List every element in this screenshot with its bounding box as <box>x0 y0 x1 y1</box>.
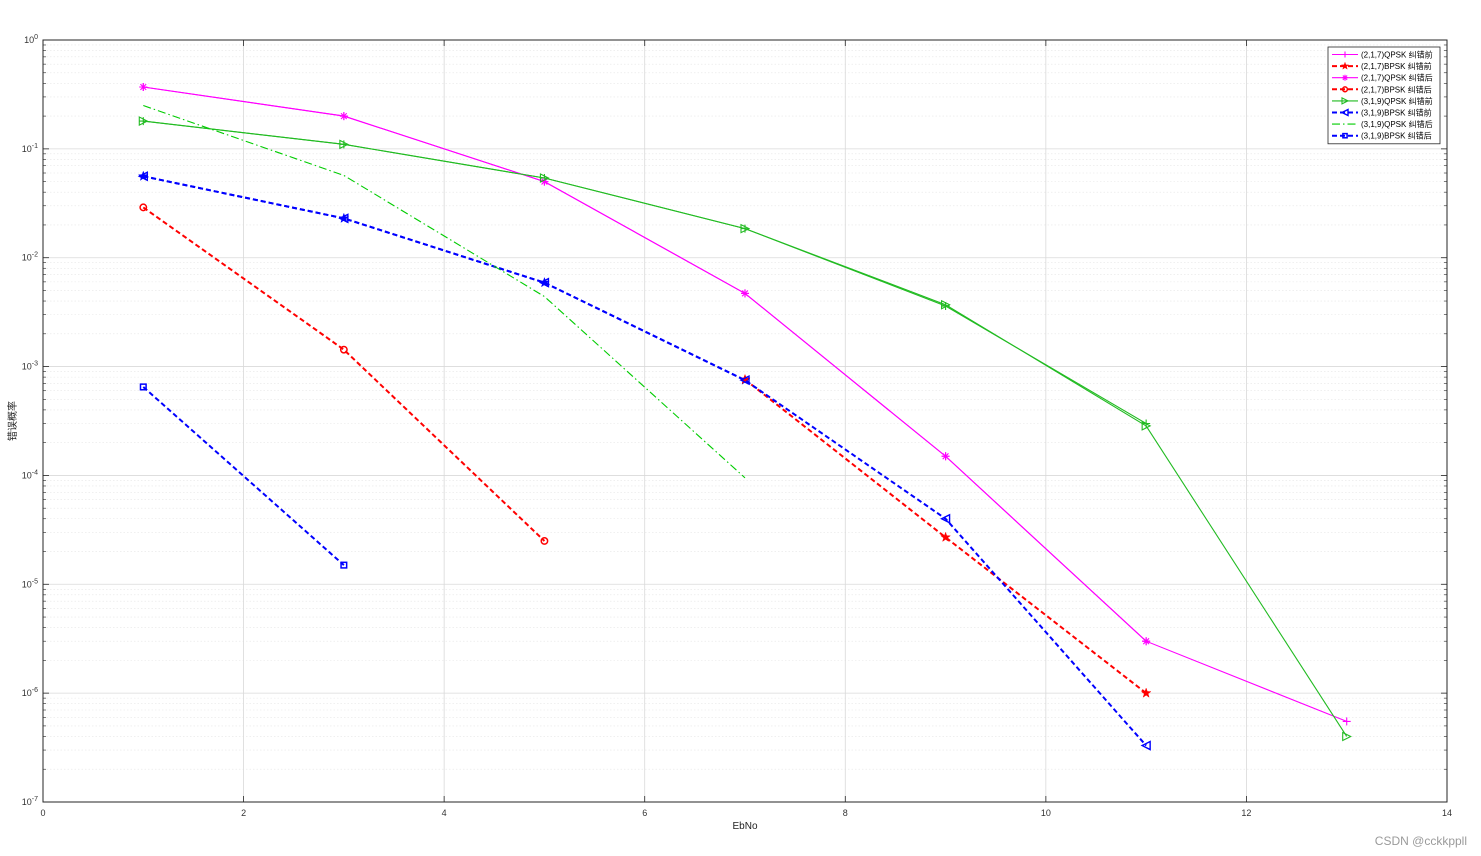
data-series <box>138 116 1352 742</box>
legend-label: (3,1,9)QPSK 纠错后 <box>1361 119 1433 129</box>
y-tick-label: 10-7 <box>22 796 38 807</box>
legend-label: (2,1,7)QPSK 纠错前 <box>1361 50 1433 60</box>
y-tick-label: 10-2 <box>22 252 38 263</box>
data-point-star <box>1340 61 1350 70</box>
y-tick-label: 10-6 <box>22 687 38 698</box>
y-axis: 100 10-1 10-2 10-3 10-4 10-5 10-6 10-7 <box>22 34 1447 807</box>
series-line <box>143 120 1348 737</box>
legend-label: (2,1,7)BPSK 纠错后 <box>1361 84 1432 94</box>
data-point-triangle-right <box>539 173 550 183</box>
data-point-asterisk <box>1142 637 1151 646</box>
y-tick-label: 10-4 <box>22 469 38 480</box>
data-point-star <box>940 531 952 542</box>
data-point-asterisk <box>540 177 549 186</box>
series-line <box>143 86 1147 642</box>
x-axis-title: EbNo <box>732 821 757 832</box>
data-point-circle <box>540 537 549 545</box>
data-series <box>139 203 549 545</box>
data-point-plus <box>1342 51 1348 58</box>
data-series <box>137 171 1151 751</box>
y-tick-label: 10-1 <box>22 143 38 154</box>
x-tick-label: 4 <box>442 808 447 818</box>
data-point-triangle-right <box>1341 97 1350 105</box>
series-layer <box>137 83 1352 751</box>
data-series <box>739 373 1152 698</box>
data-point-triangle-left <box>338 213 349 224</box>
data-point-star <box>1140 687 1152 698</box>
y-tick-label: 10-3 <box>22 361 38 372</box>
legend-label: (2,1,7)BPSK 纠错前 <box>1361 61 1432 71</box>
series-line <box>143 105 746 479</box>
data-point-triangle-right <box>138 116 149 126</box>
legend-label: (3,1,9)QPSK 纠错前 <box>1361 96 1433 106</box>
x-tick-label: 6 <box>642 808 647 818</box>
data-point-triangle-right <box>941 299 951 310</box>
x-tick-label: 10 <box>1041 808 1051 818</box>
data-point-triangle-right <box>339 139 350 150</box>
data-point-circle <box>1341 86 1349 93</box>
data-series <box>139 83 1151 646</box>
series-line <box>142 386 345 566</box>
data-point-triangle-left <box>739 375 750 386</box>
data-point-square <box>340 561 348 569</box>
y-tick-label: 10-5 <box>22 578 38 589</box>
data-point-asterisk <box>741 289 749 298</box>
data-point-triangle-right <box>1342 731 1352 742</box>
x-tick-label: 14 <box>1442 808 1452 818</box>
data-point-square <box>1342 132 1348 139</box>
data-point-triangle-left <box>538 277 550 288</box>
y-axis-title: 错误概率 <box>6 401 19 441</box>
legend-label: (3,1,9)BPSK 纠错前 <box>1361 108 1432 118</box>
data-point-asterisk <box>139 83 148 92</box>
plot-background <box>43 40 1447 802</box>
watermark-text: CSDN @cckkppll <box>1374 834 1467 848</box>
series-line <box>142 206 546 542</box>
data-series <box>139 383 348 569</box>
data-point-triangle-left <box>1140 740 1151 751</box>
data-series <box>143 105 746 479</box>
data-point-circle <box>339 345 348 354</box>
data-point-triangle-right <box>1141 421 1152 431</box>
y-tick-label: 100 <box>24 34 38 45</box>
plot-frame <box>42 39 1448 803</box>
data-point-triangle-left <box>1340 108 1349 117</box>
x-axis: 0 2 4 6 8 10 12 14 <box>40 40 1452 818</box>
x-tick-label: 0 <box>40 808 45 818</box>
legend-box <box>1327 46 1441 145</box>
legend-label: (3,1,9)BPSK 纠错后 <box>1361 131 1432 141</box>
legend-label: (2,1,7)QPSK 纠错后 <box>1361 73 1433 83</box>
data-point-triangle-left <box>137 171 148 182</box>
x-tick-label: 8 <box>843 808 848 818</box>
data-point-asterisk <box>339 112 348 121</box>
legend[interactable]: (2,1,7)QPSK 纠错前(2,1,7)BPSK 纠错前 (2,1,7)QPS… <box>1327 46 1441 145</box>
data-point-asterisk <box>1342 74 1348 81</box>
minor-grid <box>43 44 1447 770</box>
x-tick-label: 2 <box>241 808 246 818</box>
data-point-circle <box>139 203 148 212</box>
series-line <box>744 378 1147 694</box>
data-point-triangle-right <box>740 223 751 234</box>
data-point-plus <box>1342 717 1351 726</box>
series-line <box>143 175 1147 747</box>
x-tick-label: 12 <box>1241 808 1251 818</box>
data-point-square <box>139 383 147 391</box>
data-point-asterisk <box>941 452 950 461</box>
data-point-triangle-left <box>940 513 951 524</box>
